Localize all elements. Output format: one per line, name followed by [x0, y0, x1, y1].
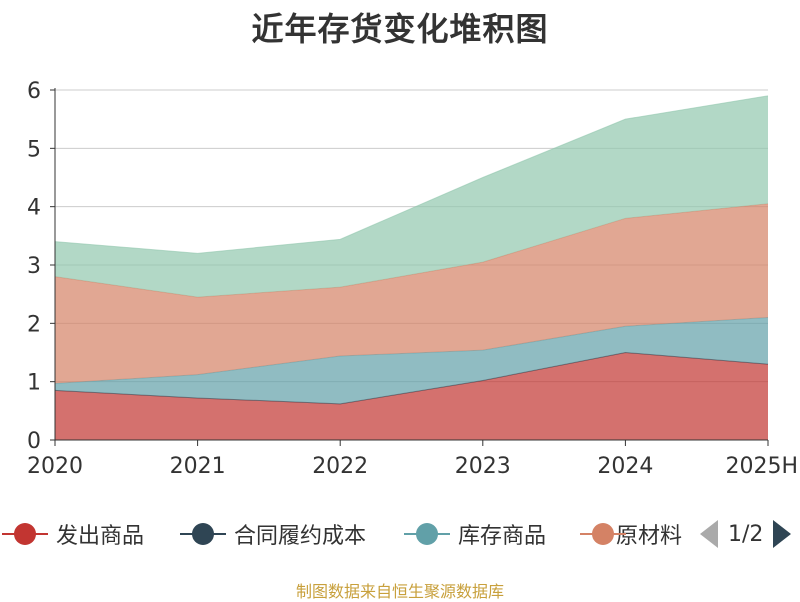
x-tick-label-2024: 2024	[597, 454, 653, 479]
legend-page-indicator: 1/2	[728, 521, 764, 547]
legend-marker-0	[2, 514, 48, 554]
area-series-3	[55, 203, 768, 384]
area-series-4	[55, 95, 768, 298]
data-source-note: 制图数据来自恒生聚源数据库	[295, 582, 504, 601]
legend-label-3: 原材料	[615, 524, 682, 549]
legend-dot-2	[416, 523, 438, 545]
y-tick-label-6: 6	[27, 79, 41, 104]
legend-item-1[interactable]: 合同履约成本	[180, 514, 366, 554]
legend-dot-1	[192, 523, 214, 545]
legend-label-2: 库存商品	[458, 524, 547, 549]
x-tick-label-2020: 2020	[27, 454, 83, 479]
x-tick-label-2023: 2023	[455, 454, 511, 479]
legend-label-0: 发出商品	[56, 524, 145, 549]
chart-title: 近年存货变化堆积图	[251, 10, 549, 48]
legend-next-page-icon[interactable]	[773, 520, 792, 548]
chart-legend: 发出商品 合同履约成本 库存商品 原材料	[0, 514, 800, 554]
legend-dot-3	[592, 523, 614, 545]
x-tick-label-2021: 2021	[170, 454, 226, 479]
area-series-2	[55, 317, 768, 404]
line-series-4	[54, 95, 769, 254]
area-series-0	[55, 352, 768, 440]
y-tick-label-3: 3	[27, 254, 41, 279]
y-tick-label-1: 1	[27, 371, 41, 396]
y-tick-label-0: 0	[27, 429, 41, 454]
legend-item-0[interactable]: 发出商品	[2, 514, 144, 554]
legend-pager: 1/2	[700, 514, 792, 554]
legend-marker-3	[580, 514, 626, 554]
y-tick-label-4: 4	[27, 196, 41, 221]
x-tick-label-2022: 2022	[312, 454, 368, 479]
legend-item-2[interactable]: 库存商品	[404, 514, 546, 554]
legend-dot-0	[14, 523, 36, 545]
legend-prev-page-icon[interactable]	[700, 520, 718, 548]
y-tick-label-5: 5	[27, 137, 41, 162]
legend-marker-1	[180, 514, 226, 554]
x-tick-label-2025H: 2025H	[725, 454, 798, 479]
y-tick-label-2: 2	[27, 312, 41, 337]
legend-item-3[interactable]: 原材料	[580, 514, 682, 554]
legend-label-1: 合同履约成本	[234, 524, 367, 549]
legend-marker-2	[404, 514, 450, 554]
